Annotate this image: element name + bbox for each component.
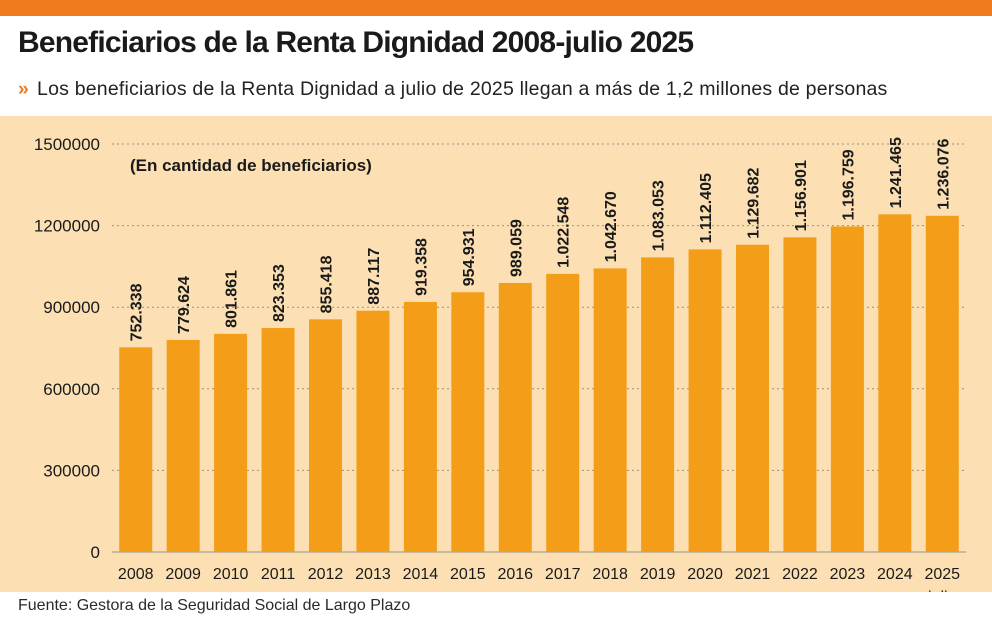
- x-tick-label: 2019: [640, 566, 676, 583]
- bar: [451, 292, 485, 552]
- x-tick-label: 2020: [687, 566, 723, 583]
- bar: [925, 215, 959, 552]
- bar-value-label: 779.624: [176, 276, 193, 334]
- bar: [641, 257, 675, 552]
- x-tick-sublabel: julio: [927, 589, 957, 592]
- bar: [688, 249, 722, 552]
- x-tick-label: 2017: [545, 566, 581, 583]
- bar: [830, 226, 864, 552]
- x-tick-label: 2023: [830, 566, 866, 583]
- bar-value-label: 1.042.670: [603, 191, 620, 262]
- bar-value-label: 1.022.548: [556, 197, 573, 268]
- x-tick-label: 2009: [165, 566, 201, 583]
- y-tick-label: 300000: [43, 461, 100, 480]
- y-tick-label: 900000: [43, 298, 100, 317]
- chart-area: 0 300000 600000 900000 1200000 1500000 (En can…: [0, 116, 992, 606]
- bar: [403, 301, 437, 552]
- bar: [309, 319, 342, 552]
- x-tick-label: 2011: [261, 566, 296, 583]
- x-tick-label: 2021: [735, 566, 771, 583]
- top-accent-bar: [0, 0, 992, 16]
- bar-chart: 0 300000 600000 900000 1200000 1500000 (En can…: [34, 135, 966, 606]
- x-tick-label: 2010: [213, 566, 249, 583]
- bar-value-label: 919.358: [413, 238, 430, 296]
- bar: [783, 237, 817, 552]
- bar-value-label: 1.083.053: [651, 180, 668, 251]
- bar-value-label: 989.059: [508, 219, 525, 277]
- x-tick-label: 2022: [782, 566, 818, 583]
- bar-value-label: 801.861: [224, 270, 241, 328]
- bar: [119, 347, 153, 552]
- bar: [593, 268, 627, 552]
- x-tick-label: 2008: [118, 566, 154, 583]
- chart-annotation: (En cantidad de beneficiarios): [130, 156, 372, 175]
- bar: [214, 333, 248, 552]
- chart-title: Beneficiarios de la Renta Dignidad 2008-…: [18, 26, 694, 59]
- y-tick-label: 1500000: [34, 135, 100, 154]
- bar: [356, 310, 390, 552]
- chart-subtitle: » Los beneficiarios de la Renta Dignidad …: [18, 78, 888, 101]
- bar-value-label: 1.196.759: [840, 149, 857, 220]
- bar: [736, 244, 769, 552]
- bar-value-label: 887.117: [366, 248, 383, 305]
- bar: [166, 339, 200, 552]
- subtitle-text: Los beneficiarios de la Renta Dignidad a…: [37, 78, 888, 100]
- bar-value-label: 1.129.682: [746, 167, 763, 238]
- x-tick-label: 2013: [355, 566, 391, 583]
- y-tick-label: 1200000: [34, 217, 100, 236]
- source-note: Fuente: Gestora de la Seguridad Social d…: [18, 597, 411, 614]
- y-tick-label: 600000: [43, 380, 100, 399]
- bar-value-label: 855.418: [319, 255, 336, 313]
- bar-value-label: 752.338: [129, 283, 146, 341]
- bar-value-label: 823.353: [271, 264, 288, 322]
- x-tick-label: 2012: [308, 566, 344, 583]
- x-tick-label: 2025: [924, 566, 960, 583]
- x-tick-label: 2015: [450, 566, 486, 583]
- bar: [878, 214, 912, 552]
- x-tick-label: 2016: [497, 566, 533, 583]
- bar: [546, 273, 580, 552]
- bar: [498, 282, 532, 552]
- bar-value-label: 1.236.076: [935, 139, 952, 210]
- chevron-right-icon: »: [18, 78, 30, 100]
- x-tick-label: 2024: [877, 566, 913, 583]
- x-tick-label: 2014: [403, 566, 439, 583]
- bar: [261, 328, 295, 552]
- bar-value-label: 1.112.405: [698, 173, 715, 243]
- y-tick-label: 0: [91, 543, 100, 562]
- bar-value-label: 1.241.465: [888, 137, 905, 208]
- x-tick-label: 2018: [592, 566, 628, 583]
- bar-value-label: 954.931: [461, 228, 478, 286]
- bar-value-label: 1.156.901: [793, 160, 810, 231]
